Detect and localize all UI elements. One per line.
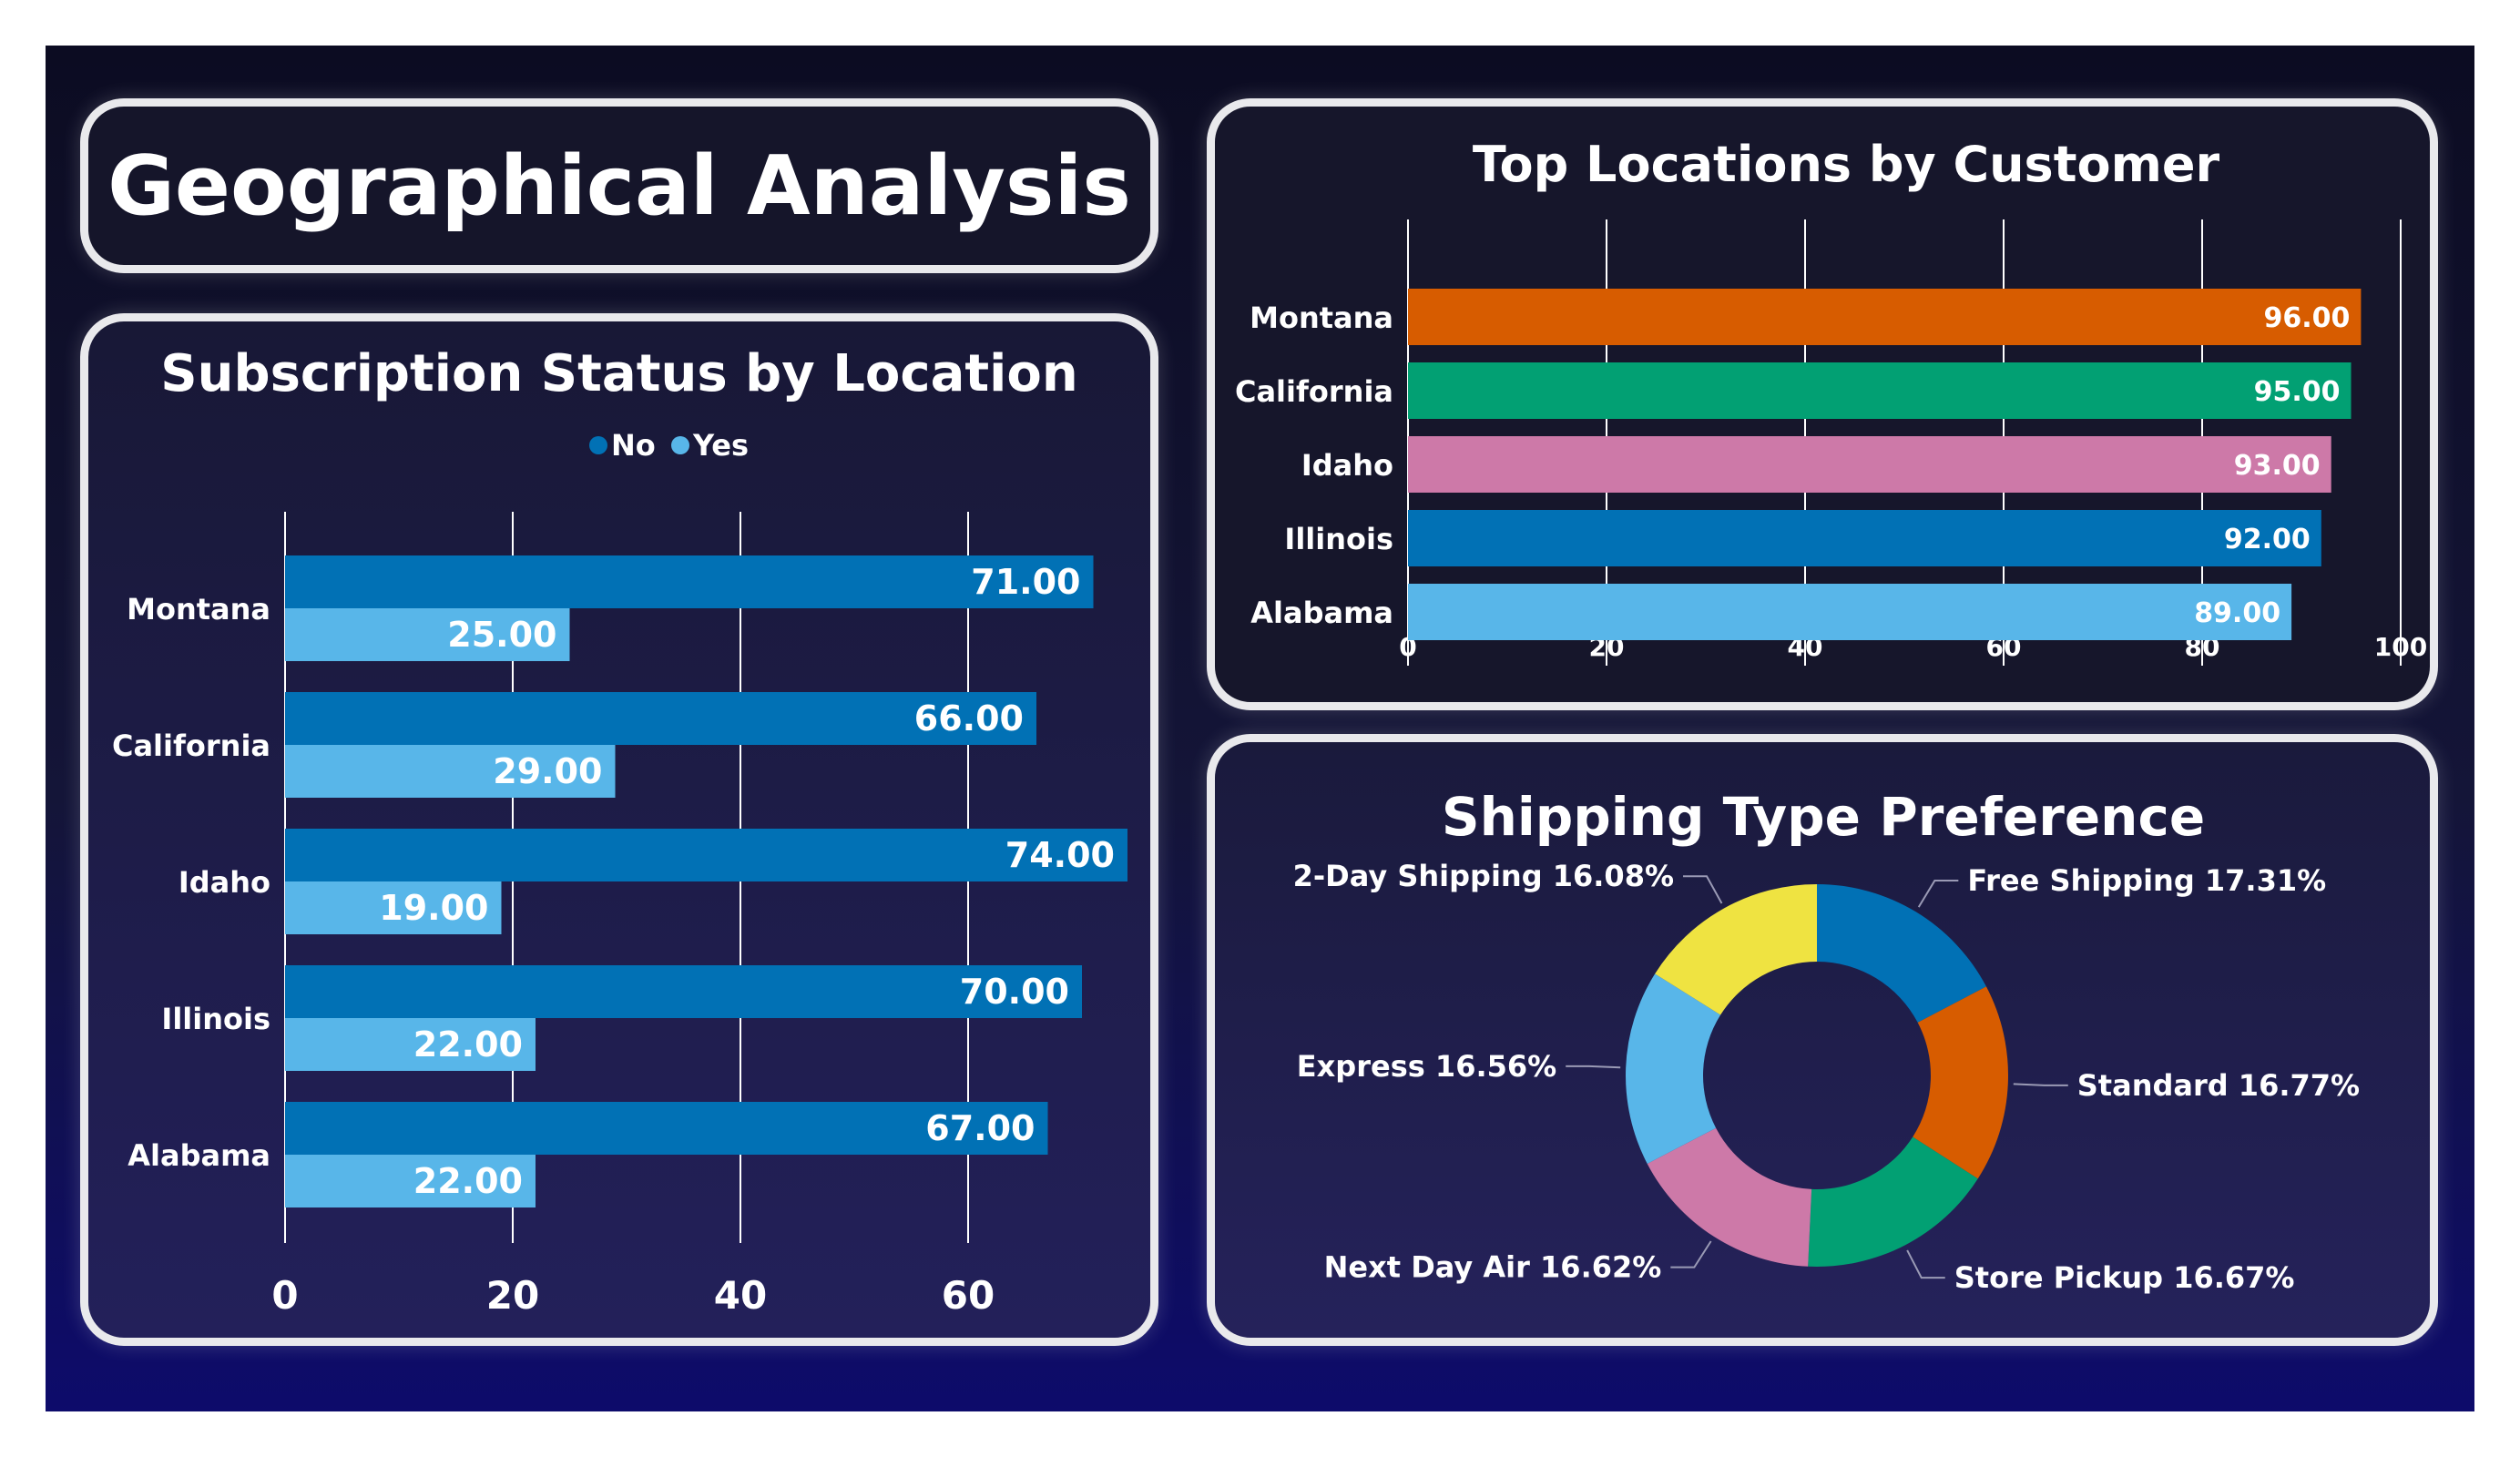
subscription-chart-card: Subscription Status by Location No Yes 0 20 4…	[80, 313, 1158, 1346]
legend-label-yes: Yes	[692, 428, 749, 463]
data-label: 29.00	[493, 751, 602, 791]
leader-line	[1917, 880, 1959, 908]
leader-line	[1670, 1240, 1712, 1269]
bar-illinois	[1408, 510, 2321, 566]
bar-california	[1408, 362, 2352, 419]
data-label: 22.00	[413, 1161, 523, 1201]
category-label: Alabama	[1250, 596, 1393, 630]
legend-marker-no	[589, 436, 607, 454]
slice-label: Free Shipping 17.31%	[1967, 863, 2326, 898]
x-tick-label: 0	[271, 1273, 298, 1318]
donut-slice-store	[1808, 1136, 1978, 1267]
bar-alabama	[1408, 584, 2292, 640]
legend-label-no: No	[611, 428, 656, 463]
leader-line	[1566, 1065, 1621, 1069]
category-label: Montana	[127, 592, 270, 627]
category-label: Alabama	[128, 1138, 270, 1173]
slice-label: Next Day Air 16.62%	[1324, 1250, 1662, 1285]
slice-label: Standard 16.77%	[2077, 1068, 2360, 1103]
category-label: Illinois	[1284, 522, 1393, 556]
donut-slice-next	[1647, 1127, 1812, 1267]
x-tick-label: 20	[486, 1273, 539, 1318]
leader-line	[1906, 1249, 1945, 1279]
bar-yes-montana	[285, 608, 570, 661]
bar-idaho	[1408, 436, 2331, 493]
subscription-chart: Subscription Status by Location No Yes 0 20 4…	[112, 344, 1127, 1318]
bar-yes-illinois	[285, 1018, 536, 1071]
data-label: 92.00	[2224, 524, 2311, 555]
data-label: 96.00	[2263, 302, 2350, 334]
leader-line	[1683, 875, 1723, 904]
donut-slice-express	[1626, 973, 1721, 1164]
data-label: 70.00	[960, 972, 1069, 1012]
category-label: California	[112, 728, 270, 763]
category-label: Idaho	[1301, 448, 1393, 483]
slice-label: Express 16.56%	[1297, 1049, 1556, 1084]
bar-no-illinois	[285, 965, 1082, 1018]
legend-marker-yes	[671, 436, 689, 454]
leader-line	[2013, 1083, 2068, 1086]
shipping-chart-card: Shipping Type Preference Free Shipping 17…	[1207, 734, 2438, 1346]
bar-no-idaho	[285, 829, 1127, 881]
bar-yes-california	[285, 745, 616, 798]
category-label: California	[1235, 374, 1393, 409]
chart-title: Top Locations by Customer	[1473, 136, 2220, 193]
category-label: Illinois	[161, 1002, 270, 1036]
data-label: 67.00	[925, 1108, 1035, 1148]
title-card: Geographical Analysis	[80, 98, 1158, 273]
top-locations-chart-card: Top Locations by Customer 0 20 40 60 80 100 Mon…	[1207, 98, 2438, 710]
bar-yes-idaho	[285, 881, 502, 934]
chart-title: Shipping Type Preference	[1442, 786, 2205, 848]
bar-montana	[1408, 289, 2362, 345]
data-label: 19.00	[379, 888, 488, 928]
donut-slice-standard	[1913, 986, 2008, 1179]
data-label: 66.00	[914, 698, 1024, 739]
data-label: 25.00	[447, 615, 556, 655]
page-title: Geographical Analysis	[107, 138, 1131, 234]
bar-no-montana	[285, 555, 1094, 608]
donut-slice-free	[1817, 884, 1986, 1023]
data-label: 89.00	[2194, 597, 2280, 629]
data-label: 22.00	[413, 1024, 523, 1065]
legend-item-yes: Yes	[671, 428, 749, 463]
category-label: Montana	[1250, 301, 1393, 335]
legend-item-no: No	[589, 428, 656, 463]
x-tick-label: 100	[2374, 632, 2427, 662]
bar-yes-alabama	[285, 1155, 536, 1207]
x-tick-label: 40	[714, 1273, 767, 1318]
x-tick-label: 60	[942, 1273, 995, 1318]
data-label: 95.00	[2254, 376, 2341, 408]
chart-title: Subscription Status by Location	[160, 344, 1077, 403]
category-label: Idaho	[179, 865, 270, 900]
bar-no-california	[285, 692, 1036, 745]
dashboard: Geographical Analysis Subscription Statu…	[46, 46, 2474, 1411]
data-label: 93.00	[2234, 450, 2321, 482]
data-label: 74.00	[1005, 835, 1115, 875]
slice-label: 2-Day Shipping 16.08%	[1293, 859, 1674, 893]
bar-no-alabama	[285, 1102, 1048, 1155]
slice-label: Store Pickup 16.67%	[1954, 1260, 2295, 1295]
shipping-donut-chart: Shipping Type Preference Free Shipping 17…	[1293, 786, 2360, 1295]
donut-slice-2-day	[1655, 884, 1817, 1015]
data-label: 71.00	[971, 562, 1080, 602]
